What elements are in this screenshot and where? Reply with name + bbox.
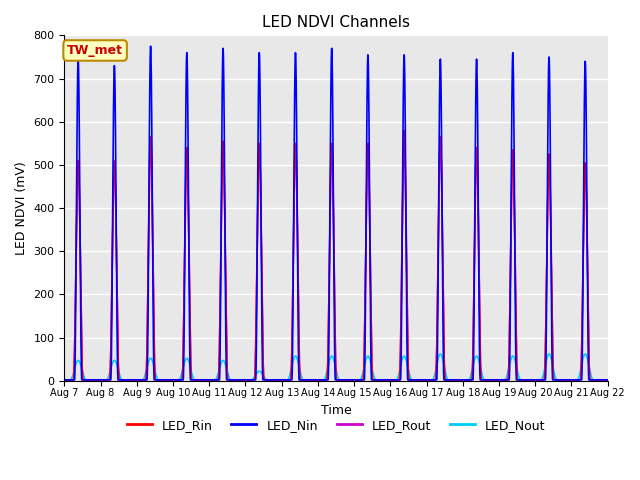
Text: TW_met: TW_met (67, 44, 123, 57)
LED_Rin (248, 377, 255, 383)
LED_Rout (604, 377, 612, 383)
Line: LED_Rin: LED_Rin (65, 131, 608, 380)
LED_Rin (503, 377, 511, 383)
LED_Nout (436, 351, 444, 357)
X-axis label: Time: Time (321, 404, 351, 417)
LED_Rin (181, 240, 189, 245)
LED_Rin (61, 377, 68, 383)
LED_Rout (248, 377, 255, 383)
Legend: LED_Rin, LED_Nin, LED_Rout, LED_Nout: LED_Rin, LED_Nin, LED_Rout, LED_Nout (122, 414, 550, 437)
LED_Nin (298, 377, 305, 383)
Line: LED_Nin: LED_Nin (65, 46, 608, 380)
LED_Rout (503, 377, 511, 383)
LED_Nout (298, 374, 305, 380)
LED_Nout (181, 359, 189, 365)
LED_Rout (181, 242, 189, 248)
LED_Rin (95, 377, 103, 383)
LED_Rout (436, 138, 444, 144)
Line: LED_Rout: LED_Rout (65, 141, 608, 380)
LED_Nin (604, 377, 612, 383)
Y-axis label: LED NDVI (mV): LED NDVI (mV) (15, 161, 28, 255)
LED_Rout (74, 162, 82, 168)
LED_Nout (95, 377, 103, 383)
LED_Rout (61, 377, 68, 383)
LED_Nin (95, 377, 103, 383)
LED_Nin (147, 43, 154, 49)
LED_Nout (61, 377, 68, 383)
Title: LED NDVI Channels: LED NDVI Channels (262, 15, 410, 30)
LED_Rin (401, 128, 408, 133)
LED_Rin (74, 158, 82, 164)
LED_Nin (248, 377, 255, 383)
LED_Rin (604, 377, 612, 383)
LED_Nout (604, 377, 612, 383)
LED_Nout (74, 358, 82, 363)
LED_Nin (503, 377, 511, 383)
LED_Nin (181, 241, 189, 247)
LED_Nout (248, 377, 255, 383)
LED_Nin (61, 377, 68, 383)
LED_Rout (95, 377, 103, 383)
LED_Rin (298, 377, 305, 383)
LED_Rout (298, 377, 305, 383)
LED_Nin (74, 57, 82, 63)
LED_Nout (503, 374, 511, 380)
Line: LED_Nout: LED_Nout (65, 354, 608, 380)
